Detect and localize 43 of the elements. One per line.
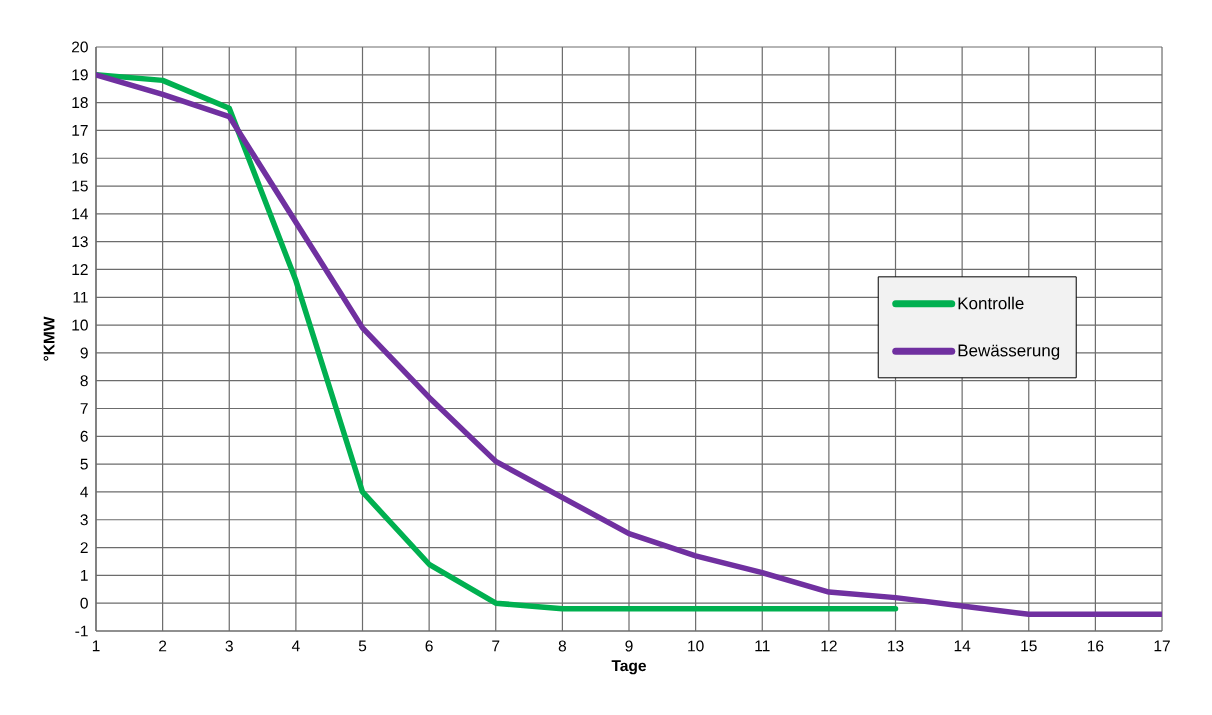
x-tick-label: 14 (954, 640, 971, 652)
y-tick-label: 4 (80, 486, 89, 498)
y-tick-label: 2 (80, 542, 88, 553)
x-tick-label: 10 (688, 640, 704, 652)
x-tick-label: 3 (225, 640, 233, 652)
y-tick-label: 9 (80, 347, 88, 359)
y-tick-label: 16 (72, 152, 88, 164)
y-tick-label: 12 (72, 264, 88, 275)
y-tick-label: 17 (72, 125, 88, 136)
y-tick-label: 8 (80, 375, 88, 387)
y-tick-label: 11 (73, 291, 88, 303)
x-tick-label: 12 (821, 640, 837, 652)
x-tick-label: 8 (558, 640, 567, 652)
x-tick-label: 17 (1154, 640, 1170, 652)
x-tick-label: 1 (92, 640, 100, 652)
y-tick-label: 7 (80, 403, 88, 414)
y-tick-label: 1 (81, 570, 88, 581)
y-tick-label: -1 (75, 625, 88, 637)
x-tick-label: 4 (291, 640, 300, 652)
x-tick-label: 7 (492, 640, 500, 652)
y-axis-title: °KMW (43, 316, 55, 361)
y-tick-label: 14 (72, 208, 89, 220)
y-tick-label: 5 (80, 458, 88, 470)
legend-label: Kontrolle (958, 296, 1024, 310)
y-tick-label: 6 (80, 430, 88, 442)
x-tick-label: 16 (1087, 640, 1104, 652)
x-tick-label: 15 (1021, 640, 1037, 652)
y-tick-label: 0 (80, 597, 88, 609)
x-tick-label: 9 (625, 640, 633, 652)
y-tick-label: 3 (80, 514, 88, 526)
y-tick-label: 20 (72, 41, 88, 53)
x-tick-label: 13 (888, 640, 904, 652)
x-axis-title: Tage (611, 660, 646, 675)
x-tick-label: 6 (425, 640, 433, 652)
legend-label: Bewässerung (958, 344, 1060, 360)
y-tick-label: 15 (72, 180, 88, 192)
y-tick-label: 10 (72, 319, 88, 331)
y-tick-label: 13 (72, 236, 88, 248)
y-tick-label: 18 (72, 97, 88, 109)
x-tick-label: 5 (358, 640, 367, 652)
x-tick-label: 2 (159, 640, 167, 652)
y-tick-label: 19 (72, 69, 88, 81)
x-tick-label: 11 (755, 640, 770, 652)
